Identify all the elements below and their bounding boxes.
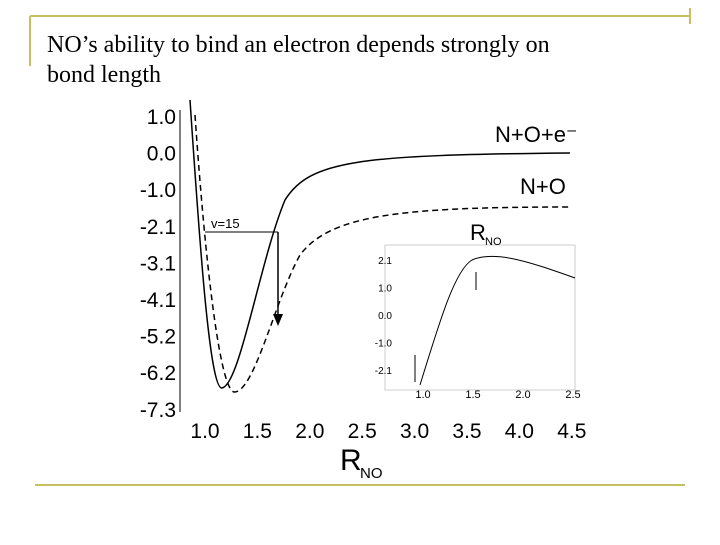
y-tick-label: 1.0 bbox=[147, 106, 176, 129]
anion-curve bbox=[189, 99, 571, 389]
x-tick-label: 3.5 bbox=[452, 420, 481, 443]
inset-x-tick-label: 2.5 bbox=[565, 389, 580, 401]
y-tick-label: -1.0 bbox=[140, 179, 176, 202]
y-tick-label: -3.1 bbox=[140, 252, 176, 275]
y-tick-label: -5.2 bbox=[140, 326, 176, 349]
x-axis-label-sub: NO bbox=[360, 465, 383, 482]
slide-title: NO’s ability to bind an electron depends… bbox=[47, 32, 550, 88]
neutral-curve bbox=[194, 114, 571, 393]
inset-x-tick-label: 2.0 bbox=[515, 389, 530, 401]
x-tick-label: 4.5 bbox=[557, 420, 586, 443]
inset-label-sub: NO bbox=[485, 236, 502, 248]
inset-y-tick-label: 2.1 bbox=[378, 256, 392, 267]
x-tick-label: 2.5 bbox=[348, 420, 377, 443]
x-tick-label: 3.0 bbox=[400, 420, 429, 443]
x-tick-label: 1.5 bbox=[243, 420, 272, 443]
inset-y-tick-label: -2.1 bbox=[375, 366, 393, 377]
inset-x-tick-label: 1.0 bbox=[415, 389, 430, 401]
curve-label: N+O bbox=[520, 174, 566, 199]
inset-x-tick-label: 1.5 bbox=[465, 389, 480, 401]
inset-y-tick-label: 1.0 bbox=[378, 284, 392, 295]
inset-y-tick-label: -1.0 bbox=[375, 339, 393, 350]
inset-label: R bbox=[470, 220, 486, 245]
inset-curve bbox=[419, 255, 576, 386]
figure: 1.0 0.0 -1.0 -2.1 -3.1 -4.1 -5.2 -6.2 -7.3 1.0 1.5… bbox=[140, 99, 586, 482]
arrow-head bbox=[273, 314, 283, 326]
y-tick-label: -7.3 bbox=[140, 399, 176, 422]
y-tick-label: -4.1 bbox=[140, 289, 176, 312]
x-tick-label: 2.0 bbox=[295, 420, 324, 443]
y-tick-label: 0.0 bbox=[147, 143, 176, 166]
inset-y-tick-label: 0.0 bbox=[378, 311, 392, 322]
y-tick-label: -2.1 bbox=[140, 216, 176, 239]
x-axis-label: R bbox=[340, 444, 362, 477]
inset-frame bbox=[384, 244, 576, 391]
x-tick-label: 1.0 bbox=[190, 420, 219, 443]
y-tick-label: -6.2 bbox=[140, 362, 176, 385]
curve-label: N+O+e⁻ bbox=[495, 122, 578, 147]
x-tick-label: 4.0 bbox=[505, 420, 534, 443]
level-label: v=15 bbox=[211, 216, 240, 231]
